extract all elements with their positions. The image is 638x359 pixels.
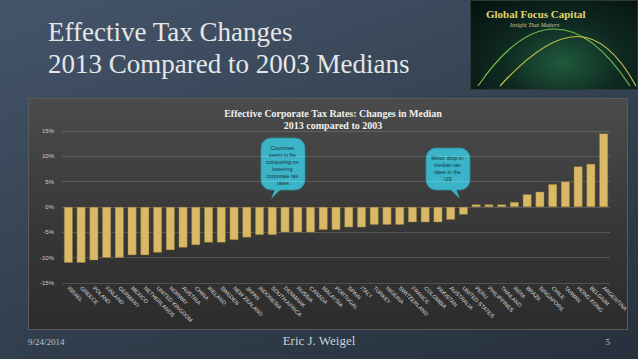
svg-text:9/24/2014: 9/24/2014 — [28, 337, 65, 347]
svg-text:median tax: median tax — [434, 162, 462, 168]
svg-text:15%: 15% — [42, 128, 55, 134]
svg-text:HONG KONG: HONG KONG — [576, 284, 605, 314]
svg-text:INDIA: INDIA — [512, 285, 527, 300]
svg-text:2013 Compared to 2003 Medians: 2013 Compared to 2003 Medians — [48, 49, 409, 79]
svg-text:COLOMBIA: COLOMBIA — [423, 284, 448, 310]
svg-text:SINGAPORE: SINGAPORE — [537, 284, 566, 313]
svg-text:ARGENTINA: ARGENTINA — [602, 285, 629, 312]
svg-text:Effective Tax Changes: Effective Tax Changes — [48, 17, 293, 47]
svg-text:Global Focus Capital: Global Focus Capital — [486, 8, 586, 20]
svg-text:SOUTH AFRICA: SOUTH AFRICA — [270, 284, 304, 318]
svg-text:CANADA: CANADA — [308, 284, 329, 306]
svg-text:TURKEY: TURKEY — [372, 284, 393, 305]
svg-text:NEW ZEALAND: NEW ZEALAND — [231, 284, 265, 318]
svg-text:rates: rates — [277, 180, 289, 186]
svg-text:PHILIPPINES: PHILIPPINES — [486, 284, 515, 314]
svg-text:PAKISTAN: PAKISTAN — [435, 284, 459, 308]
svg-text:GREECE: GREECE — [79, 284, 100, 306]
svg-text:INDONESIA: INDONESIA — [257, 284, 283, 311]
svg-text:BELGIUM: BELGIUM — [588, 284, 611, 307]
svg-text:MALAYSIA: MALAYSIA — [321, 284, 345, 309]
svg-text:THAILAND: THAILAND — [499, 284, 523, 309]
svg-text:CHILE: CHILE — [550, 284, 567, 301]
svg-text:RUSSIA: RUSSIA — [295, 284, 315, 304]
svg-text:lowering: lowering — [272, 166, 294, 172]
svg-text:JAPAN: JAPAN — [244, 284, 262, 302]
svg-text:Minor drop in: Minor drop in — [431, 155, 465, 161]
svg-text:corporate tax: corporate tax — [266, 173, 300, 179]
svg-text:AUSTRALIA: AUSTRALIA — [448, 284, 475, 311]
svg-text:UNITED STATES: UNITED STATES — [461, 284, 496, 320]
svg-text:SWITZERLAND: SWITZERLAND — [397, 284, 430, 317]
svg-text:FRANCE: FRANCE — [410, 284, 431, 306]
svg-text:GERMANY: GERMANY — [117, 284, 142, 309]
svg-text:IRELAND: IRELAND — [206, 284, 228, 306]
svg-text:Insight That Matters: Insight That Matters — [509, 22, 560, 28]
svg-text:UNITED KINGDOM: UNITED KINGDOM — [155, 284, 194, 324]
svg-text:seem to be: seem to be — [268, 151, 298, 158]
svg-text:Effective Corporate Tax Rates:: Effective Corporate Tax Rates: Changes i… — [224, 108, 442, 119]
svg-text:rates in the: rates in the — [434, 169, 463, 175]
svg-text:NETHERLANDS: NETHERLANDS — [142, 284, 176, 318]
svg-text:Countries: Countries — [270, 145, 295, 151]
svg-text:10%: 10% — [42, 153, 55, 159]
svg-text:SWEDEN: SWEDEN — [219, 284, 241, 307]
svg-text:NORWAY: NORWAY — [168, 284, 190, 307]
svg-text:ISRAEL: ISRAEL — [66, 284, 85, 303]
svg-text:-15%: -15% — [40, 280, 55, 286]
svg-text:NIGERIA: NIGERIA — [384, 284, 406, 306]
svg-text:Eric J. Weigel: Eric J. Weigel — [283, 333, 356, 348]
svg-text:SPAIN: SPAIN — [346, 284, 363, 301]
svg-text:FINLAND: FINLAND — [104, 284, 126, 306]
svg-text:-5%: -5% — [43, 229, 54, 235]
svg-text:POLAND: POLAND — [91, 284, 112, 306]
svg-text:PORTUGAL: PORTUGAL — [333, 284, 360, 311]
svg-text:ITALY: ITALY — [359, 285, 374, 300]
svg-text:2013 compared to 2003: 2013 compared to 2003 — [284, 120, 382, 131]
svg-text:DENMARK: DENMARK — [282, 284, 307, 309]
svg-text:0%: 0% — [45, 204, 54, 210]
svg-text:TAIWAN: TAIWAN — [563, 284, 583, 304]
svg-text:5: 5 — [606, 337, 611, 347]
svg-text:5%: 5% — [45, 179, 54, 185]
svg-text:CHINA: CHINA — [193, 284, 210, 302]
svg-text:PERU: PERU — [474, 285, 489, 300]
svg-text:US: US — [444, 176, 452, 182]
svg-text:AUSTRIA: AUSTRIA — [180, 284, 202, 306]
svg-text:BRAZIL: BRAZIL — [525, 284, 543, 303]
svg-text:-10%: -10% — [40, 255, 55, 261]
svg-text:MEXICO: MEXICO — [130, 284, 150, 305]
svg-text:competing on: competing on — [266, 159, 301, 165]
